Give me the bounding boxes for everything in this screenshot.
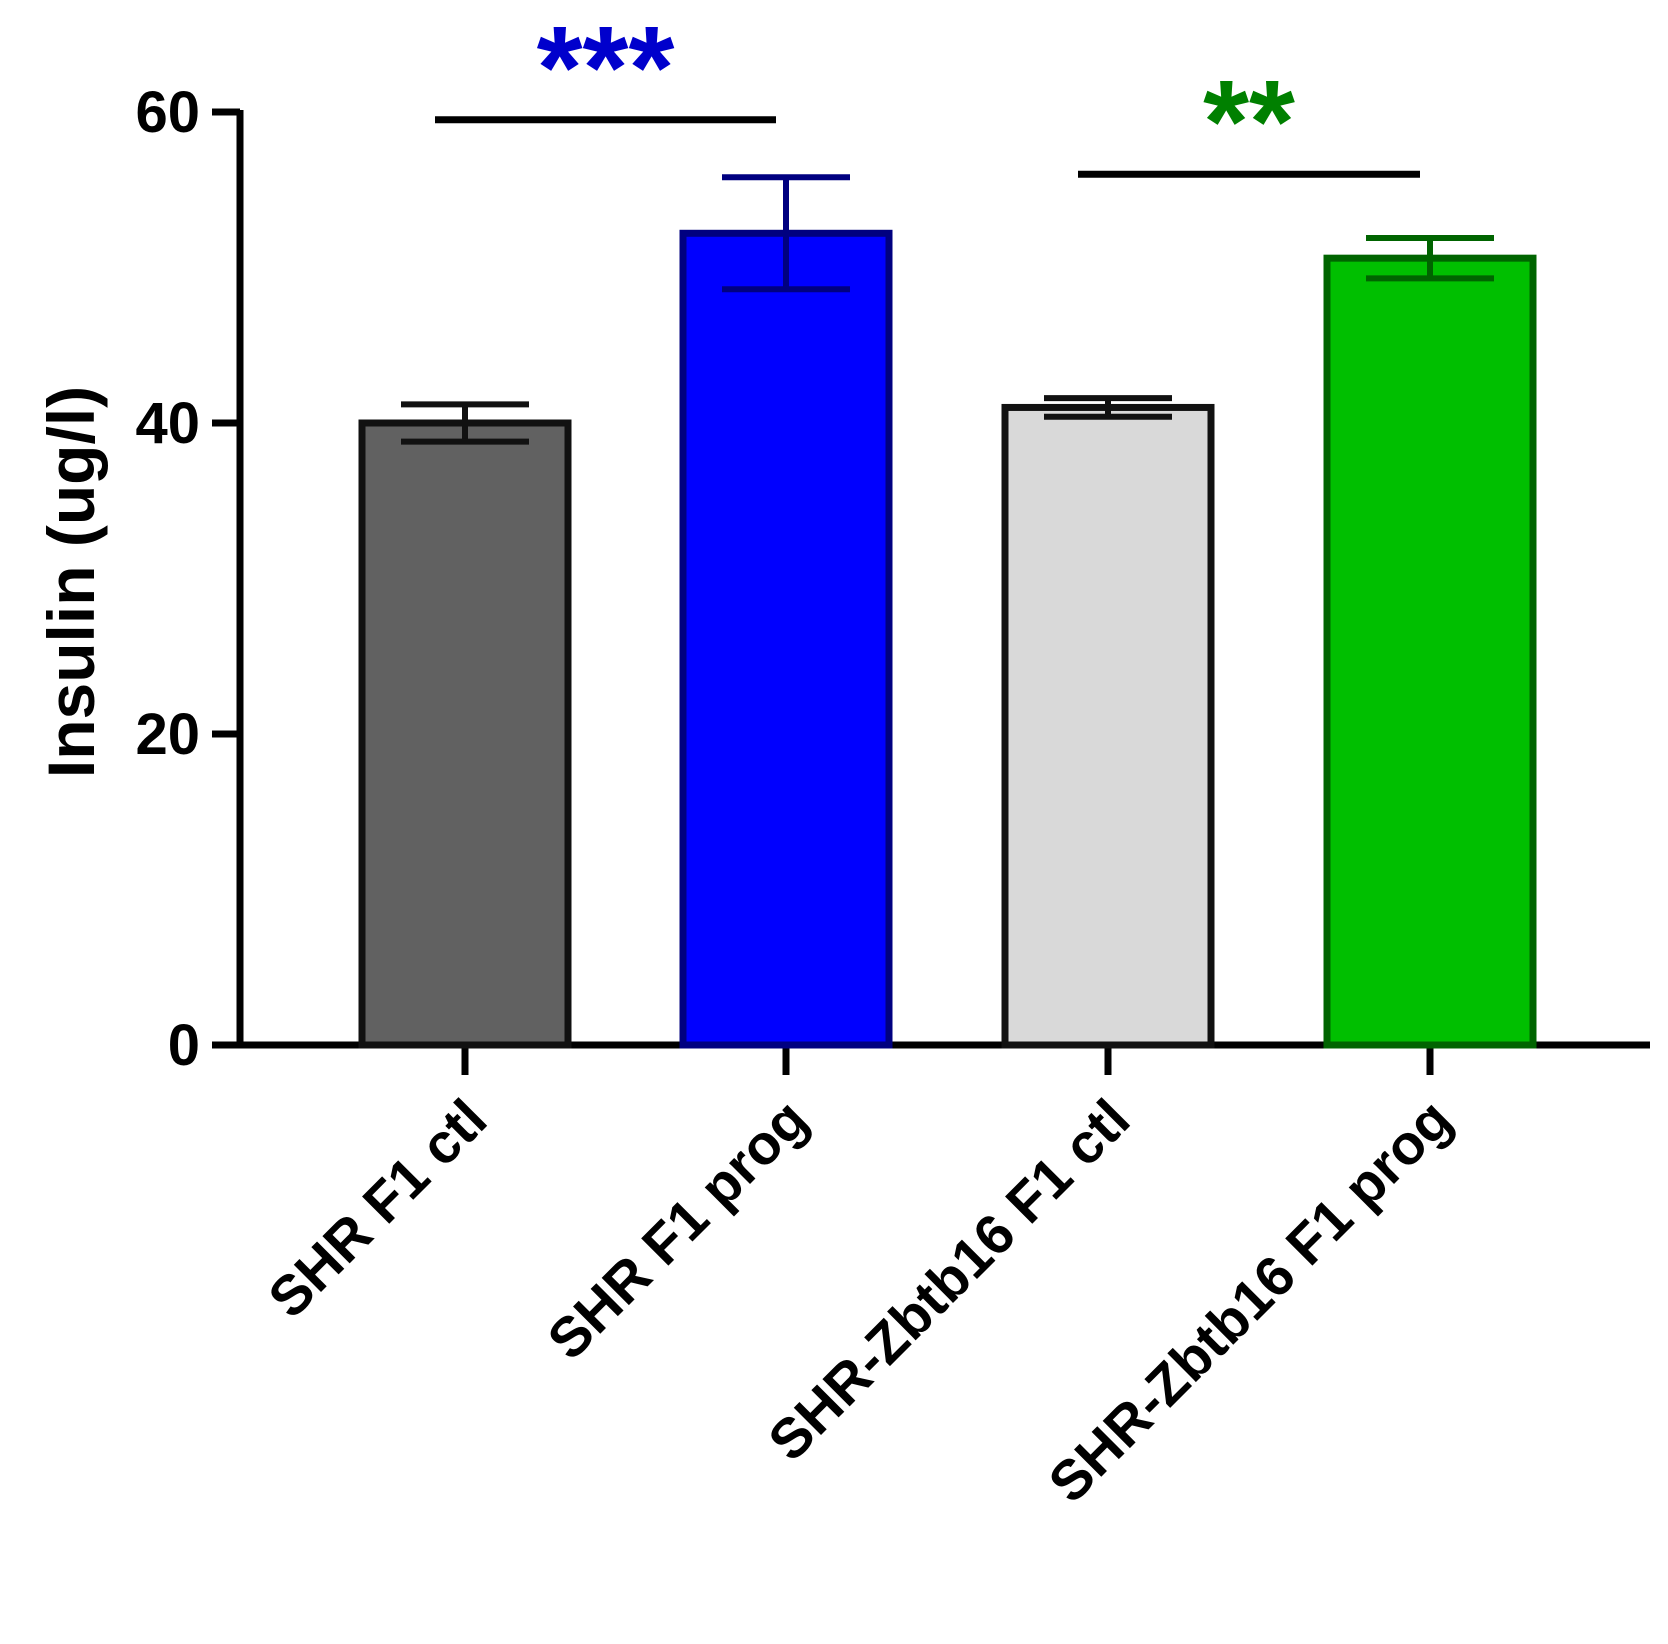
y-tick-label: 20: [135, 702, 200, 767]
bar: [1323, 254, 1537, 1049]
error-bars: [401, 174, 1494, 445]
y-tick-label: 60: [135, 80, 200, 145]
y-axis-title: Insulin (ug/l): [34, 386, 108, 778]
y-tick-label: 0: [168, 1013, 200, 1078]
bar: [679, 229, 893, 1049]
bar: [1001, 403, 1215, 1049]
x-category-label: SHR-Zbtb16 F1 ctl: [756, 1087, 1142, 1473]
bar: [358, 419, 572, 1049]
x-category-label: SHR F1 prog: [535, 1087, 819, 1371]
significance-label: ***: [537, 2, 675, 134]
significance-label: **: [1203, 56, 1295, 188]
significance-annotations: *** **: [435, 2, 1420, 188]
bars: [358, 229, 1537, 1049]
y-tick-label: 40: [135, 391, 200, 456]
x-category-label: SHR F1 ctl: [256, 1087, 499, 1330]
